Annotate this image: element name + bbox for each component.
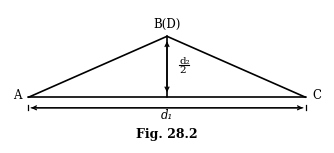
Text: 2: 2 — [179, 66, 186, 75]
Text: C: C — [313, 89, 322, 102]
Text: A: A — [13, 89, 21, 102]
Text: B(D): B(D) — [153, 18, 181, 31]
Text: Fig. 28.2: Fig. 28.2 — [136, 128, 198, 141]
Text: d₂: d₂ — [179, 57, 190, 66]
Text: d₁: d₁ — [161, 109, 173, 122]
